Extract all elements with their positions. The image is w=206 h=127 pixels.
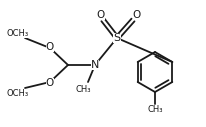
Text: O: O xyxy=(46,42,54,52)
Text: OCH₃: OCH₃ xyxy=(7,28,29,37)
Text: OCH₃: OCH₃ xyxy=(7,90,29,99)
Text: O: O xyxy=(132,10,140,20)
Text: O: O xyxy=(46,78,54,88)
Text: O: O xyxy=(96,10,105,20)
Text: N: N xyxy=(90,60,99,70)
Text: S: S xyxy=(113,33,120,43)
Text: CH₃: CH₃ xyxy=(75,84,90,93)
Text: CH₃: CH₃ xyxy=(146,106,162,115)
